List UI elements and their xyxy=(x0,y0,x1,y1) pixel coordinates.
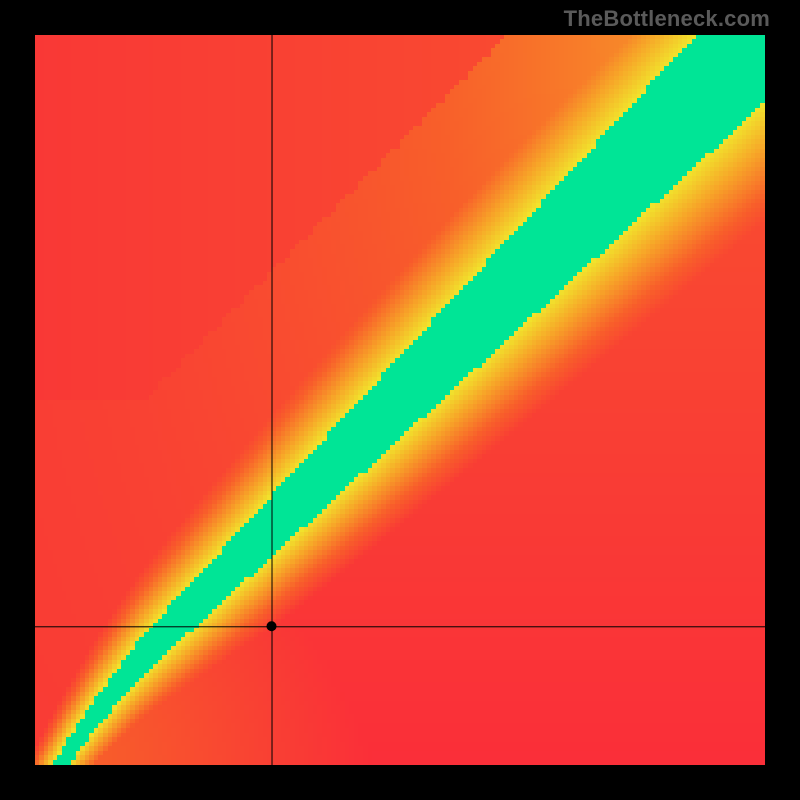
watermark-text: TheBottleneck.com xyxy=(564,6,770,32)
bottleneck-heatmap xyxy=(35,35,765,765)
chart-container: TheBottleneck.com xyxy=(0,0,800,800)
